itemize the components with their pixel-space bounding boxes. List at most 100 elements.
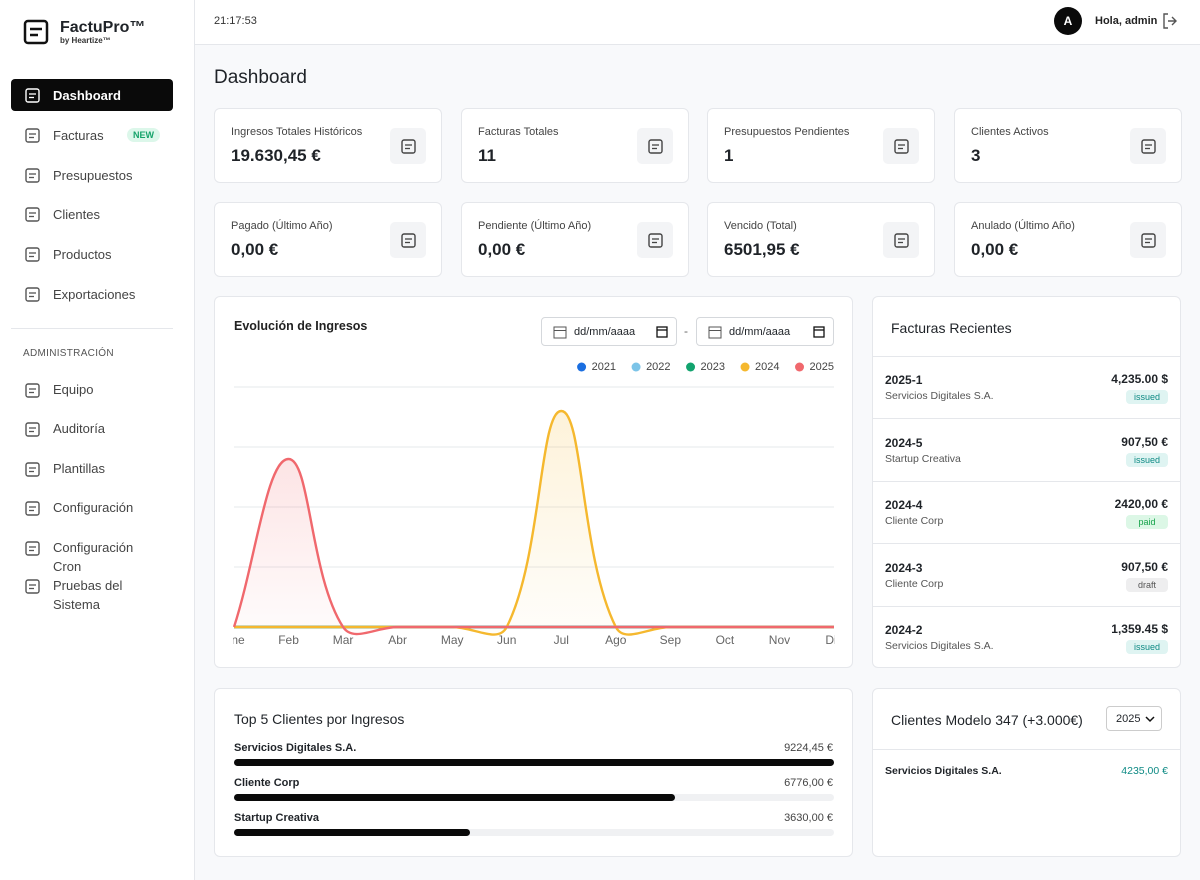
invoice-number: 2025-1	[885, 373, 923, 387]
invoice-status: issued	[1126, 390, 1168, 404]
nav-item[interactable]: Equipo	[11, 374, 173, 406]
invoice-number: 2024-3	[885, 560, 923, 575]
stat-value: 19.630,45 €	[231, 146, 321, 165]
chart-card: Evolución de Ingresos dd/mm/aaaa - dd/mm…	[214, 296, 853, 668]
client-value: 9224,45 €	[784, 742, 833, 754]
invoice-amount: 2420,00 €	[1114, 497, 1168, 511]
icon	[25, 168, 40, 183]
modelo347-title: Clientes Modelo 347 (+3.000€)	[891, 712, 1083, 728]
stat-card: Facturas Totales 11	[461, 108, 689, 183]
nav-item[interactable]: Configuración Cron	[11, 532, 173, 574]
x-tick-label: May	[441, 633, 464, 647]
recent-title: Facturas Recientes	[891, 320, 1012, 336]
x-tick-label: Mar	[333, 633, 354, 647]
stat-icon	[390, 222, 426, 258]
icon	[25, 88, 40, 103]
invoice-row[interactable]: 2025-1 Servicios Digitales S.A. 4,235.00 $…	[873, 357, 1180, 419]
client-name: Cliente Corp	[234, 777, 300, 789]
nav-item[interactable]: Plantillas	[11, 453, 173, 485]
icon	[401, 139, 416, 154]
divider	[873, 418, 1180, 419]
m347-amount: 4235,00 €	[1121, 765, 1168, 777]
icon-shape	[25, 422, 40, 437]
invoice-client: Servicios Digitales S.A.	[885, 640, 994, 652]
invoice-number: 2024-4	[885, 498, 923, 512]
x-tick-label: Nov	[769, 633, 790, 647]
nav-label: Pruebas del Sistema	[53, 578, 123, 612]
header: 21:17:53 A Hola, admin	[195, 0, 1200, 45]
invoice-row[interactable]: 2024-5 Startup Creativa 907,50 € issued	[873, 420, 1180, 482]
series-area	[234, 459, 834, 635]
divider	[873, 749, 1180, 750]
legend-label: 2025	[810, 361, 834, 373]
icon	[401, 233, 416, 248]
stat-value: 0,00 €	[231, 240, 279, 259]
icon	[25, 383, 40, 398]
icon-shape	[401, 233, 416, 248]
logout-icon[interactable]	[1161, 12, 1179, 30]
date-from[interactable]: dd/mm/aaaa	[541, 317, 677, 346]
chart-title: Evolución de Ingresos	[234, 319, 368, 333]
invoice-row[interactable]: 2024-4 Cliente Corp 2420,00 € paid	[873, 482, 1180, 544]
nav-label: Productos	[53, 247, 112, 262]
bar	[234, 794, 675, 801]
icon-shape	[1141, 233, 1156, 248]
nav-label: Equipo	[53, 382, 94, 397]
invoice-amount: 907,50 €	[1121, 434, 1168, 449]
stat-label: Ingresos Totales Históricos	[231, 126, 363, 138]
section-label: ADMINISTRACIÓN	[23, 348, 114, 359]
legend-swatch	[577, 362, 587, 372]
nav-item[interactable]: Exportaciones	[11, 278, 173, 310]
stat-card: Clientes Activos 3	[954, 108, 1182, 183]
top-title: Top 5 Clientes por Ingresos	[234, 711, 405, 727]
stat-card: Vencido (Total) 6501,95 €	[707, 202, 935, 277]
nav-item[interactable]: Presupuestos	[11, 159, 173, 191]
stat-card: Ingresos Totales Históricos 19.630,45 €	[214, 108, 442, 183]
plot: Ene Feb Mar Abr May Jun Jul Ago Sep Oct Nov Dic	[223, 386, 835, 647]
stat-value: 0,00 €	[478, 240, 526, 259]
stat-icon	[637, 222, 673, 258]
year-select[interactable]: 2025	[1106, 706, 1162, 731]
stat-icon	[637, 128, 673, 164]
icon	[25, 207, 40, 222]
nav-label: Auditoría	[53, 421, 106, 436]
x-tick-label: Feb	[278, 633, 299, 647]
invoice-row[interactable]: 2024-3 Cliente Corp 907,50 € draft	[873, 545, 1180, 607]
icon-shape	[648, 233, 663, 248]
invoice-row[interactable]: 2024-2 Servicios Digitales S.A. 1,359.45 $…	[873, 607, 1180, 669]
icon-shape	[25, 207, 40, 222]
invoice-client: Cliente Corp	[885, 577, 944, 590]
calendar-icon	[553, 326, 567, 339]
nav-item[interactable]: Auditoría	[11, 413, 173, 445]
invoice-amount: 4,235.00 $	[1111, 372, 1168, 386]
icon	[25, 462, 40, 477]
nav-item[interactable]: Productos	[11, 238, 173, 270]
bar-track	[234, 829, 834, 836]
icon-shape	[25, 579, 40, 594]
series-line	[233, 457, 834, 636]
date-to[interactable]: dd/mm/aaaa	[696, 317, 834, 346]
stat-value: 11	[478, 146, 496, 165]
icon	[25, 287, 40, 302]
icon	[648, 139, 663, 154]
nav-item[interactable]: Configuración	[11, 492, 173, 524]
invoice-number: 2024-5	[885, 435, 923, 450]
nav-item[interactable]: Pruebas del Sistema	[11, 570, 173, 612]
nav-item[interactable]: Dashboard	[11, 79, 173, 111]
icon-shape	[25, 128, 40, 143]
nav-item[interactable]: Clientes	[11, 198, 173, 230]
x-tick-label: Abr	[388, 633, 407, 647]
invoice-status: issued	[1126, 640, 1168, 654]
legend-label: 2021	[592, 361, 616, 373]
invoice-status: issued	[1126, 452, 1168, 467]
legend-swatch	[795, 362, 805, 372]
avatar[interactable]: A	[1054, 7, 1082, 35]
nav-label: Facturas	[53, 128, 104, 143]
icon-shape	[1141, 139, 1156, 154]
sidebar: FactuPro™ by Heartize™ Dashboard Facturas…	[0, 0, 195, 880]
nav-item[interactable]: Facturas NEW	[11, 119, 173, 151]
stat-label: Pendiente (Último Año)	[478, 220, 592, 232]
x-tick-label: Ene	[223, 633, 245, 647]
x-tick-label: Jun	[497, 633, 516, 647]
stat-icon	[1130, 222, 1166, 258]
